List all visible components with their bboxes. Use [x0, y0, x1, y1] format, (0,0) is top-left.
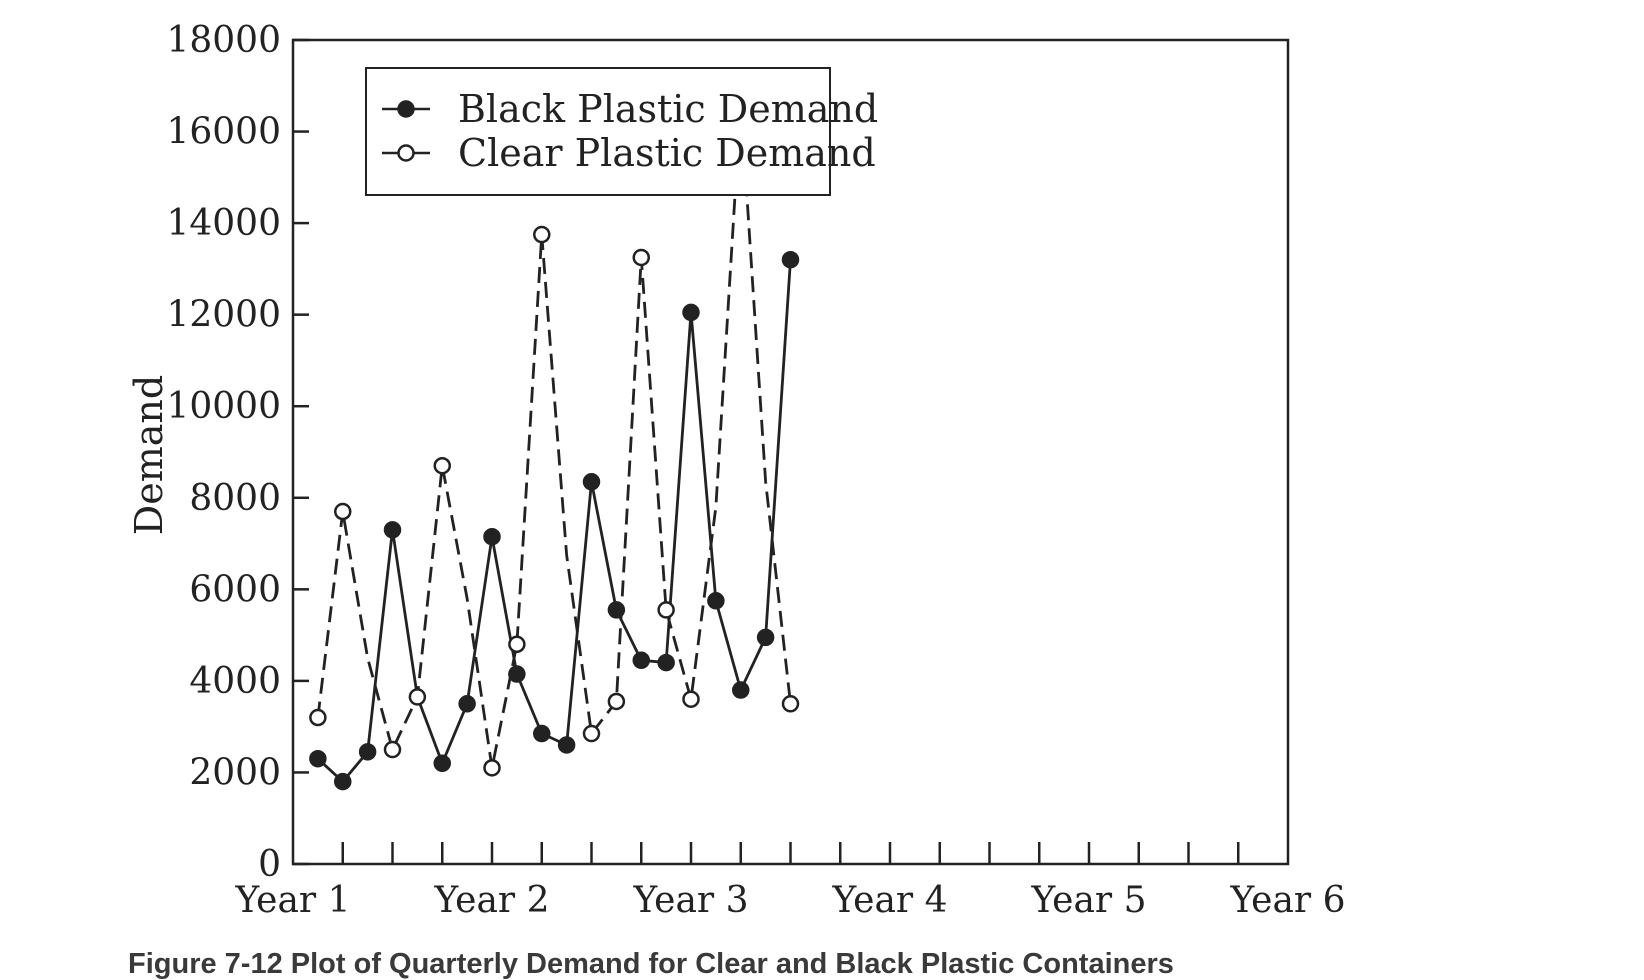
legend-marker: [397, 144, 415, 162]
data-point: [732, 681, 750, 699]
data-point: [533, 724, 551, 743]
data-point: [582, 724, 601, 743]
data-point: [707, 592, 725, 610]
series-group: [309, 93, 800, 791]
figure-caption: Figure 7-12 Plot of Quarterly Demand for…: [128, 948, 1174, 980]
x-tick-label: Year 3: [633, 880, 749, 921]
data-point: [309, 749, 327, 768]
x-tick-labels: Year 1 Year 2 Year 3 Year 4 Year 5 Year 6: [235, 880, 1346, 921]
data-point: [483, 759, 501, 777]
data-point: [334, 772, 352, 791]
x-tick-label: Year 2: [434, 880, 550, 921]
y-tick-label: 18000: [166, 20, 281, 61]
y-tick-label: 14000: [166, 203, 281, 244]
x-ticks: [341, 842, 1240, 864]
data-point: [682, 303, 700, 322]
x-tick-label: Year 1: [235, 880, 351, 921]
data-point: [383, 521, 402, 539]
y-tick-label: 6000: [189, 569, 281, 610]
x-tick-label: Year 5: [1031, 880, 1147, 921]
data-point: [657, 653, 675, 672]
data-point: [756, 628, 775, 647]
series-line: [316, 100, 792, 770]
data-point: [458, 695, 476, 713]
data-point: [508, 665, 526, 683]
data-point: [433, 754, 451, 773]
legend-entry: Black Plastic Demand: [458, 87, 878, 131]
data-point: [483, 527, 501, 546]
y-tick-label: 16000: [166, 112, 281, 153]
x-tick-label: Year 4: [832, 880, 948, 921]
data-point: [657, 601, 675, 619]
y-tick-label: 12000: [166, 295, 281, 336]
data-point: [682, 690, 700, 708]
data-point: [334, 502, 352, 521]
series-line: [316, 259, 792, 783]
y-axis-title: Demand: [127, 375, 171, 535]
legend-marker: [397, 100, 415, 118]
y-tick-labels: 0 2000 4000 6000 8000 10000 12000 14000 16000 180…: [166, 20, 309, 885]
data-point: [607, 692, 626, 711]
y-tick-label: 0: [258, 844, 281, 885]
data-point: [383, 740, 402, 759]
data-point: [408, 688, 427, 706]
y-tick-label: 10000: [166, 386, 281, 427]
legend-entry: Clear Plastic Demand: [458, 131, 876, 175]
data-point: [557, 736, 576, 754]
data-point: [632, 248, 650, 267]
plot-frame: [291, 38, 1290, 866]
data-point: [781, 250, 800, 269]
data-point: [508, 635, 526, 654]
y-tick-label: 2000: [189, 752, 281, 793]
legend-box: [365, 67, 831, 196]
data-point: [533, 225, 551, 244]
data-point: [781, 695, 800, 713]
data-point: [358, 743, 377, 761]
series-black-plastic-demand: [309, 250, 800, 791]
y-tick-label: 4000: [189, 661, 281, 702]
y-tick-label: 8000: [189, 478, 281, 519]
x-tick-label: Year 6: [1230, 880, 1346, 921]
data-point: [309, 708, 327, 727]
data-point: [632, 651, 650, 670]
data-point: [582, 473, 601, 491]
series-clear-plastic-demand: [309, 93, 800, 777]
data-point: [433, 456, 451, 475]
chart: 0 2000 4000 6000 8000 10000 12000 14000 16000 180…: [127, 20, 1346, 921]
